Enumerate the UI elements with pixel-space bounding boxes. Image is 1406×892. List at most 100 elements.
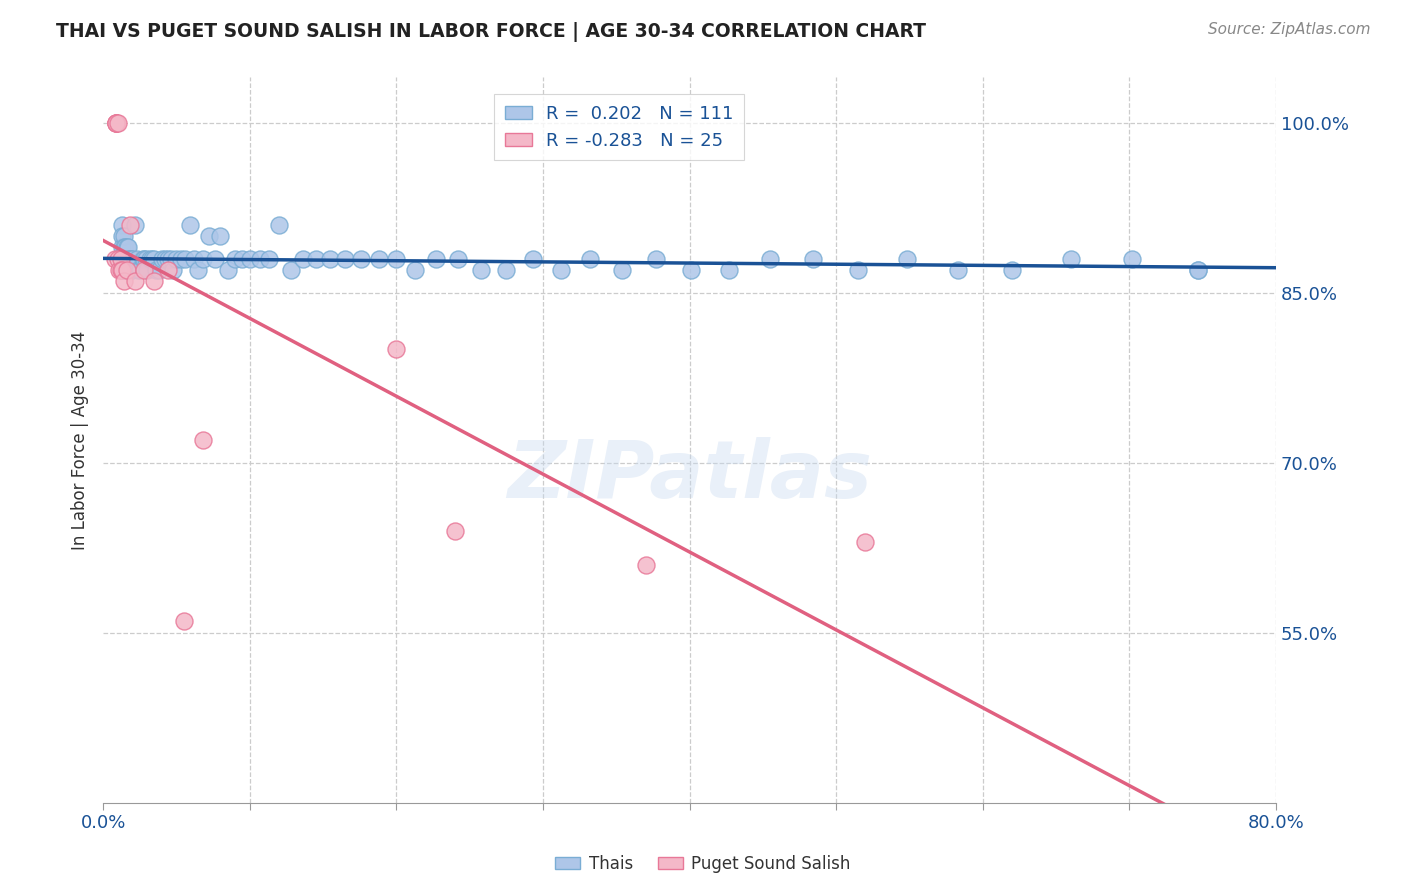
Point	[141, 252, 163, 266]
Point	[115, 263, 138, 277]
Point	[145, 263, 167, 277]
Point	[118, 252, 141, 266]
Point	[350, 252, 373, 266]
Point	[111, 263, 134, 277]
Point	[143, 274, 166, 288]
Point	[679, 263, 702, 277]
Legend: Thais, Puget Sound Salish: Thais, Puget Sound Salish	[548, 848, 858, 880]
Point	[846, 263, 869, 277]
Point	[444, 524, 467, 538]
Point	[148, 263, 170, 277]
Point	[112, 263, 135, 277]
Point	[855, 535, 877, 549]
Point	[118, 218, 141, 232]
Point	[191, 252, 214, 266]
Text: THAI VS PUGET SOUND SALISH IN LABOR FORCE | AGE 30-34 CORRELATION CHART: THAI VS PUGET SOUND SALISH IN LABOR FORC…	[56, 22, 927, 42]
Point	[112, 263, 135, 277]
Point	[367, 252, 389, 266]
Point	[231, 252, 253, 266]
Point	[111, 229, 134, 244]
Point	[114, 252, 136, 266]
Point	[209, 229, 232, 244]
Point	[946, 263, 969, 277]
Point	[1060, 252, 1083, 266]
Point	[224, 252, 246, 266]
Point	[127, 263, 149, 277]
Point	[550, 263, 572, 277]
Point	[112, 274, 135, 288]
Point	[801, 252, 824, 266]
Point	[173, 615, 195, 629]
Point	[114, 263, 136, 277]
Point	[135, 252, 157, 266]
Point	[197, 229, 219, 244]
Point	[111, 263, 134, 277]
Point	[257, 252, 280, 266]
Point	[136, 263, 159, 277]
Point	[111, 252, 134, 266]
Point	[111, 263, 134, 277]
Point	[111, 263, 134, 277]
Point	[121, 263, 143, 277]
Point	[117, 263, 139, 277]
Point	[495, 263, 517, 277]
Point	[204, 252, 226, 266]
Point	[333, 252, 356, 266]
Point	[105, 116, 128, 130]
Point	[1187, 263, 1209, 277]
Y-axis label: In Labor Force | Age 30-34: In Labor Force | Age 30-34	[72, 330, 89, 549]
Point	[150, 252, 173, 266]
Point	[305, 252, 328, 266]
Point	[291, 252, 314, 266]
Point	[644, 252, 666, 266]
Point	[174, 252, 197, 266]
Point	[110, 263, 132, 277]
Point	[759, 252, 782, 266]
Point	[1187, 263, 1209, 277]
Point	[115, 240, 138, 254]
Point	[120, 252, 142, 266]
Point	[579, 252, 602, 266]
Point	[112, 240, 135, 254]
Point	[117, 240, 139, 254]
Point	[156, 263, 179, 277]
Point	[470, 263, 492, 277]
Point	[124, 274, 146, 288]
Point	[134, 263, 156, 277]
Point	[110, 252, 132, 266]
Point	[104, 252, 127, 266]
Point	[105, 116, 128, 130]
Point	[1121, 252, 1143, 266]
Point	[112, 252, 135, 266]
Point	[125, 252, 148, 266]
Point	[249, 252, 271, 266]
Point	[105, 116, 128, 130]
Point	[128, 263, 150, 277]
Point	[105, 116, 128, 130]
Point	[107, 252, 129, 266]
Point	[111, 218, 134, 232]
Point	[896, 252, 918, 266]
Point	[121, 252, 143, 266]
Point	[159, 252, 181, 266]
Legend: R =  0.202   N = 111, R = -0.283   N = 25: R = 0.202 N = 111, R = -0.283 N = 25	[494, 94, 744, 161]
Point	[115, 263, 138, 277]
Point	[111, 240, 134, 254]
Point	[162, 263, 184, 277]
Point	[153, 252, 176, 266]
Point	[156, 252, 179, 266]
Point	[115, 263, 138, 277]
Text: ZIPatlas: ZIPatlas	[508, 437, 872, 516]
Point	[107, 116, 129, 130]
Point	[191, 433, 214, 447]
Point	[165, 252, 187, 266]
Point	[114, 240, 136, 254]
Point	[447, 252, 470, 266]
Point	[183, 252, 205, 266]
Point	[124, 218, 146, 232]
Point	[139, 252, 162, 266]
Point	[187, 263, 209, 277]
Point	[267, 218, 290, 232]
Point	[115, 252, 138, 266]
Point	[143, 252, 166, 266]
